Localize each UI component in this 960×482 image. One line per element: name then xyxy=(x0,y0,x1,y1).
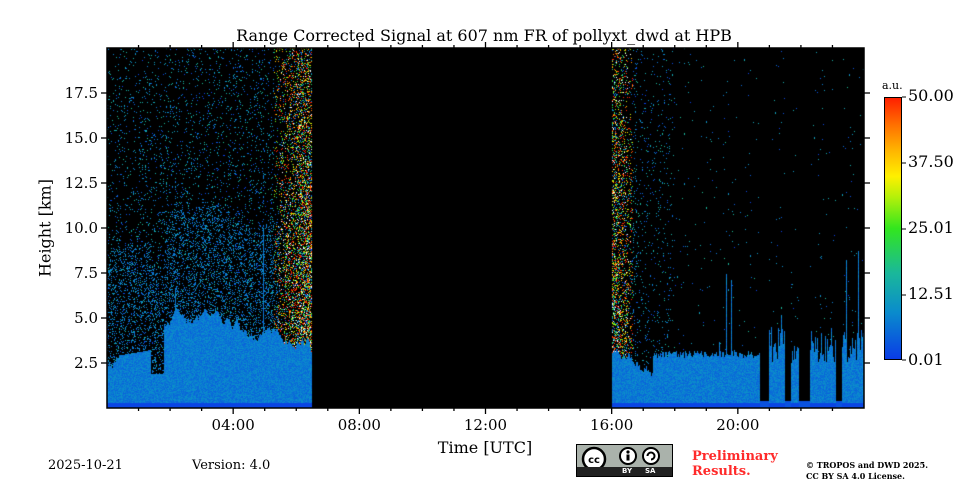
preliminary-line: Preliminary xyxy=(692,449,778,464)
cc-badge-bar: BY SA xyxy=(577,467,672,476)
x-tick-label: 08:00 xyxy=(338,416,381,434)
y-tick-label: 5.0 xyxy=(74,309,98,327)
colorbar-tick-label: 50.00 xyxy=(908,86,954,105)
preliminary-notice: Preliminary Results. xyxy=(692,449,778,479)
colorbar-unit: a.u. xyxy=(882,79,903,92)
plot-frame xyxy=(106,47,865,409)
x-axis-label: Time [UTC] xyxy=(437,438,533,457)
version-label: Version: 4.0 xyxy=(192,458,271,473)
chart-title: Range Corrected Signal at 607 nm FR of p… xyxy=(236,26,732,45)
colorbar-tick-label: 25.01 xyxy=(908,218,954,237)
y-tick-label: 15.0 xyxy=(65,129,98,147)
by-label: BY xyxy=(622,467,633,475)
preliminary-line: Results. xyxy=(692,464,751,479)
colorbar-tick-label: 37.50 xyxy=(908,152,954,171)
date-label: 2025-10-21 xyxy=(48,458,123,473)
colorbar-tick-label: 12.51 xyxy=(908,284,954,303)
colorbar-tick-label: 0.01 xyxy=(908,350,944,369)
license-line: CC BY SA 4.0 License. xyxy=(806,471,905,481)
x-tick-label: 12:00 xyxy=(464,416,507,434)
x-tick-label: 16:00 xyxy=(590,416,633,434)
heatmap-plot-area xyxy=(107,48,864,408)
copyright-notice: © TROPOS and DWD 2025. CC BY SA 4.0 Lice… xyxy=(806,460,928,482)
copyright-line: © TROPOS and DWD 2025. xyxy=(806,460,928,470)
cc-by-sa-badge: cc BY SA xyxy=(576,444,673,477)
y-tick-label: 7.5 xyxy=(74,264,98,282)
sa-label: SA xyxy=(645,467,656,475)
y-tick-label: 12.5 xyxy=(65,174,98,192)
svg-text:cc: cc xyxy=(588,455,600,466)
y-axis-label: Height [km] xyxy=(35,179,55,277)
y-tick-label: 10.0 xyxy=(65,219,98,237)
cc-logo-icon: cc xyxy=(581,446,660,470)
x-tick-label: 04:00 xyxy=(212,416,255,434)
colorbar xyxy=(884,97,902,360)
x-tick-label: 20:00 xyxy=(716,416,759,434)
y-tick-label: 2.5 xyxy=(74,354,98,372)
y-tick-label: 17.5 xyxy=(65,84,98,102)
